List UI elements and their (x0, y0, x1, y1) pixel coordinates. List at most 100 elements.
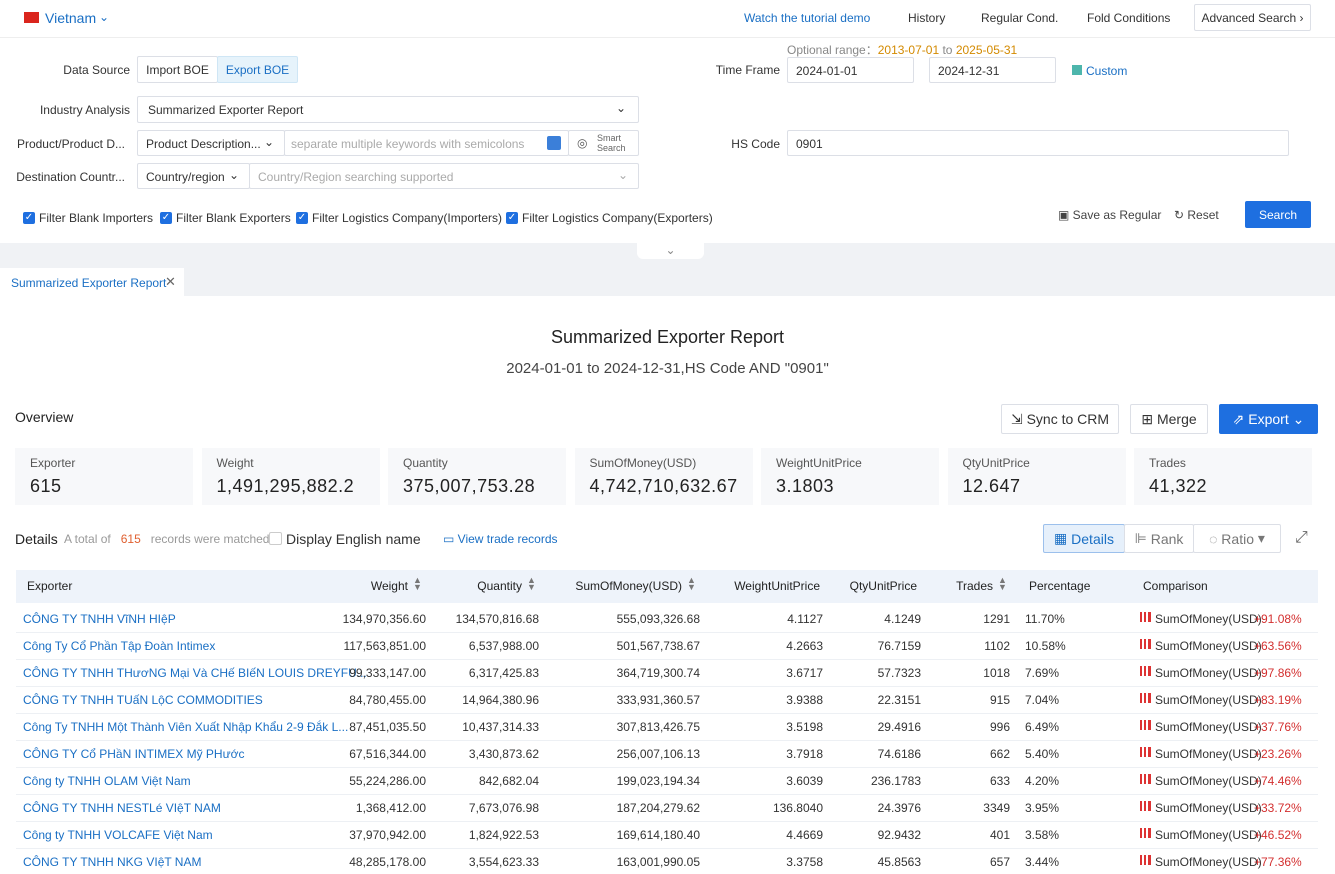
table-cell: 169,614,180.40 (616, 828, 700, 842)
stat-card: WeightUnitPrice 3.1803 (761, 448, 939, 505)
fold-conditions-link[interactable]: Fold Conditions (1087, 11, 1171, 25)
column-header: WeightUnitPrice (734, 579, 820, 593)
smart-search[interactable]: ◎ Smart Search (568, 130, 639, 156)
table-cell: 22.3151 (877, 693, 921, 707)
flag (24, 12, 39, 23)
english-checkbox[interactable] (269, 532, 282, 545)
exporter-link[interactable]: CÔNG TY Cổ PHầN INTIMEX Mỹ PHước (23, 747, 245, 761)
tab-bar (0, 265, 1335, 296)
checkbox[interactable]: ✓ (296, 212, 308, 224)
exporter-link[interactable]: CÔNG TY TNHH THươNG Mại Và CHế BIếN LOUI… (23, 666, 367, 680)
tab[interactable]: Summarized Exporter Report ✕ (0, 268, 184, 296)
collapse-handle[interactable]: ⌄ (637, 243, 704, 259)
table-cell: 1,368,412.00 (355, 801, 426, 815)
report-title: Summarized Exporter Report (550, 327, 785, 347)
sort-icon: ▲ ▼ (687, 575, 696, 592)
stat-card: Exporter 615 (15, 448, 193, 505)
table-cell: 10,437,314.33 (462, 720, 539, 734)
trend-icon (1140, 774, 1151, 784)
keyword-icon[interactable] (547, 136, 561, 150)
comparison-change: +91.08% (1254, 612, 1302, 626)
comparison-metric: SumOfMoney(USD) (1155, 747, 1262, 761)
column-header: Comparison (1143, 579, 1208, 593)
merge-text: Merge (1156, 411, 1197, 427)
custom-link[interactable]: Custom (1072, 64, 1127, 78)
table-cell: 501,567,738.67 (616, 639, 700, 653)
comparison-metric: SumOfMoney(USD) (1155, 774, 1262, 788)
history-link[interactable]: History (908, 11, 946, 25)
trend-icon (1140, 747, 1151, 757)
exporter-link[interactable]: Công Ty Cổ Phần Tập Đoàn Intimex (23, 639, 216, 653)
view-records[interactable]: ▭ View trade records (443, 532, 558, 546)
table-cell: 401 (989, 828, 1010, 842)
tab-text: Summarized Exporter Report (11, 276, 167, 290)
table-cell: 57.7323 (877, 666, 921, 680)
comparison-metric: SumOfMoney(USD) (1155, 855, 1262, 869)
fullscreen[interactable]: ⤢ (1295, 529, 1308, 546)
comparison-change: +37.76% (1254, 720, 1302, 734)
checkbox[interactable]: ✓ (506, 212, 518, 224)
exporter-link[interactable]: Công Ty TNHH Một Thành Viên Xuất Nhập Kh… (23, 720, 349, 734)
stat-value: 41,322 (1149, 476, 1208, 496)
reset[interactable]: ↻ Reset (1174, 208, 1219, 222)
export-boe[interactable]: Export BOE (217, 56, 298, 83)
comparison-metric: SumOfMoney(USD) (1155, 693, 1262, 707)
comparison-metric: SumOfMoney(USD) (1155, 612, 1262, 626)
table-cell: 3.95% (1025, 801, 1060, 815)
dest-input[interactable]: Country/Region searching supported ⌄ (249, 163, 639, 189)
table-cell: 256,007,106.13 (616, 747, 700, 761)
table-cell: 236.1783 (870, 774, 921, 788)
table-cell: 307,813,426.75 (616, 720, 700, 734)
exporter-link[interactable]: CÔNG TY TNHH NKG VIệT NAM (23, 855, 202, 869)
exporter-link[interactable]: Công ty TNHH OLAM Việt Nam (23, 774, 191, 788)
exporter-link[interactable]: Công ty TNHH VOLCAFE Việt Nam (23, 828, 213, 842)
regular-cond-link[interactable]: Regular Cond. (981, 11, 1059, 25)
industry-value: Summarized Exporter Report (148, 103, 304, 117)
trend-icon (1140, 666, 1151, 676)
table-cell: 915 (989, 693, 1010, 707)
table-cell: 10.58% (1025, 639, 1066, 653)
smart-text: Smart (597, 133, 622, 143)
view-ratio[interactable]: ◌ Ratio ▾ (1193, 524, 1281, 553)
range-label: Optional range： (787, 43, 878, 57)
merge[interactable]: ⊞ Merge (1130, 404, 1208, 434)
column-header: QtyUnitPrice (849, 579, 917, 593)
table-cell: 3.7918 (786, 747, 823, 761)
advanced-search-button[interactable]: Advanced Search › (1194, 4, 1311, 31)
save-regular[interactable]: ▣ Save as Regular (1058, 208, 1162, 222)
comparison-metric: SumOfMoney(USD) (1155, 720, 1262, 734)
sync-crm[interactable]: ⇲ Sync to CRM (1001, 404, 1119, 434)
search-button[interactable]: Search (1245, 201, 1311, 228)
product-select[interactable]: Product Description... ⌄ (137, 130, 285, 156)
comparison-change: +46.52% (1254, 828, 1302, 842)
stat-value: 3.1803 (776, 476, 835, 496)
exporter-link[interactable]: CÔNG TY TNHH TUấN LộC COMMODITIES (23, 693, 263, 707)
row-divider (16, 632, 1318, 633)
time-end[interactable]: 2024-12-31 (929, 57, 1056, 83)
view-rank[interactable]: ⊫ Rank (1124, 524, 1194, 553)
exporter-link[interactable]: CÔNG TY TNHH VĩNH HIệP (23, 612, 176, 626)
table-cell: 6,317,425.83 (468, 666, 539, 680)
checkbox[interactable]: ✓ (160, 212, 172, 224)
export[interactable]: ⇗ Export ⌄ (1219, 404, 1318, 434)
table-cell: 37,970,942.00 (349, 828, 426, 842)
tutorial-link[interactable]: Watch the tutorial demo (744, 11, 871, 25)
trend-icon (1140, 612, 1151, 622)
table-cell: 3.44% (1025, 855, 1060, 869)
exporter-link[interactable]: CÔNG TY TNHH NESTLé VIệT NAM (23, 801, 221, 815)
country-select[interactable]: Vietnam (45, 10, 97, 26)
industry-select[interactable]: Summarized Exporter Report ⌄ (137, 96, 639, 123)
dest-select[interactable]: Country/region ⌄ (137, 163, 250, 189)
overview-label: Overview (15, 409, 74, 425)
product-input[interactable]: separate multiple keywords with semicolo… (284, 130, 569, 156)
hs-input[interactable]: 0901 (787, 130, 1289, 156)
view-details[interactable]: ▦ Details (1043, 524, 1125, 553)
import-boe[interactable]: Import BOE (137, 56, 218, 83)
time-start[interactable]: 2024-01-01 (787, 57, 914, 83)
checkbox[interactable]: ✓ (23, 212, 35, 224)
column-header: Exporter (27, 579, 73, 593)
table-cell: 4.1127 (787, 612, 823, 626)
english-label: Display English name (286, 531, 421, 547)
comparison-change: +97.86% (1254, 666, 1302, 680)
row-divider (16, 848, 1318, 849)
